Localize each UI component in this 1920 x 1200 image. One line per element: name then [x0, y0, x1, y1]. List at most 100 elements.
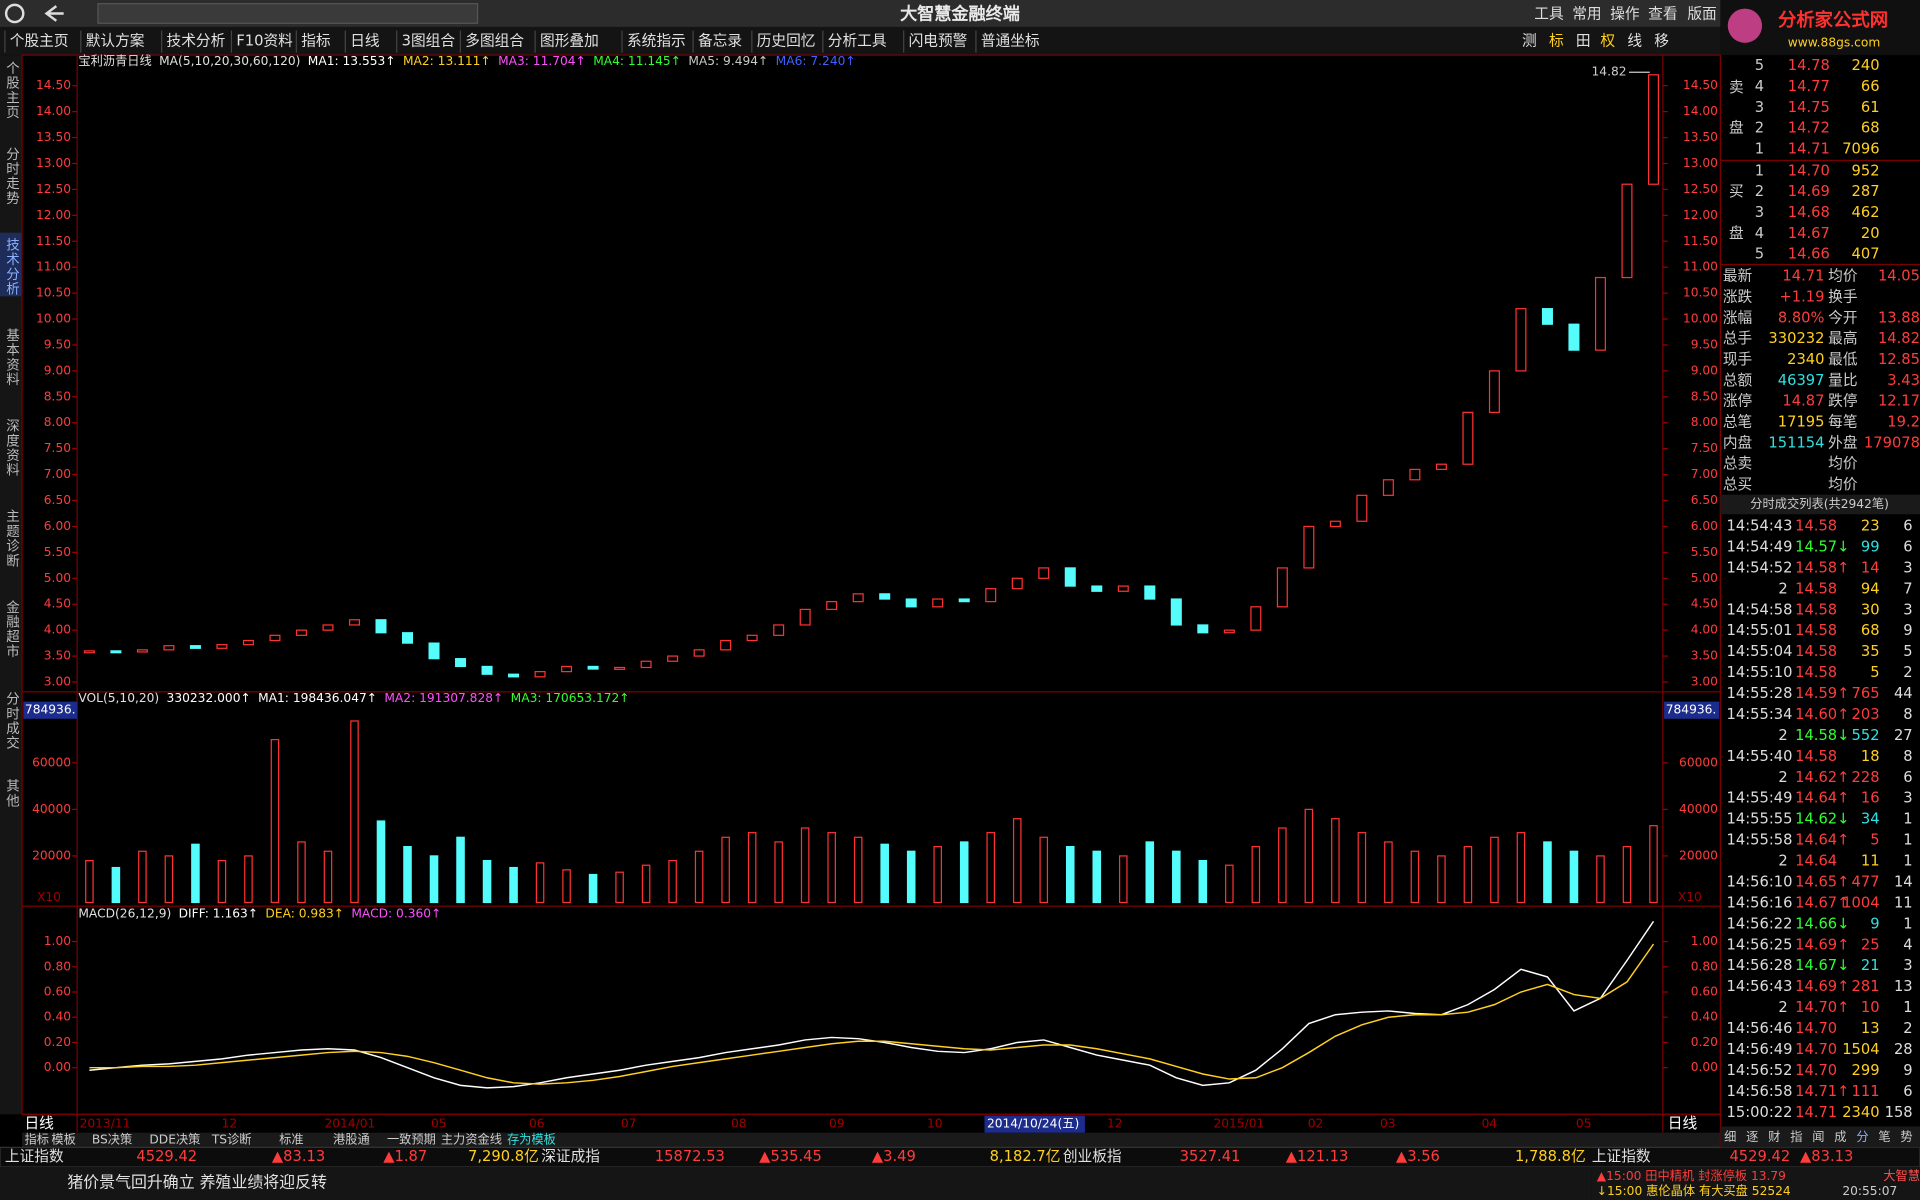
trade-price: 14.71↑ — [1795, 1083, 1849, 1100]
right-tab[interactable]: 成 — [1834, 1130, 1846, 1144]
toolbar-item[interactable]: 多图组合 — [465, 33, 524, 50]
date-label: 12 — [1107, 1117, 1123, 1131]
right-tab[interactable]: 指 — [1790, 1129, 1802, 1144]
search-box[interactable] — [97, 3, 479, 24]
candle — [1488, 370, 1500, 413]
toolbar-item[interactable]: 默认方案 — [86, 32, 145, 50]
side-tab[interactable]: 主题诊断 — [3, 509, 20, 568]
trade-volume: 111 — [1852, 1083, 1880, 1100]
menu-item[interactable]: 常用 — [1572, 6, 1601, 23]
toolbar-item[interactable]: 历史回忆 — [757, 33, 816, 50]
menu-item[interactable]: 版面 — [1687, 6, 1716, 23]
toolbar-icon[interactable]: 田 — [1576, 33, 1591, 50]
toolbar-icon[interactable]: 标 — [1549, 33, 1564, 50]
date-label: 2013/11 — [80, 1117, 131, 1131]
trade-volume: 552 — [1852, 727, 1880, 744]
toolbar-item[interactable]: 指标 — [301, 33, 331, 50]
bottom-tab[interactable]: DDE决策 — [149, 1132, 200, 1147]
y-tick-label: 9.00 — [1691, 363, 1718, 377]
trade-count: 1 — [1903, 915, 1912, 932]
trade-price: 14.64↑ — [1795, 790, 1849, 807]
date-label: 2015/01 — [1213, 1117, 1264, 1131]
quote-value: 151154 — [1768, 434, 1824, 451]
toolbar-item[interactable]: 3图组合 — [402, 33, 456, 50]
period-label[interactable]: 日线 — [24, 1115, 54, 1132]
menu-item[interactable]: 工具 — [1534, 6, 1564, 23]
toolbar-icon[interactable]: 移 — [1654, 33, 1669, 50]
right-tab[interactable]: 势 — [1900, 1130, 1912, 1144]
side-tab[interactable]: 技术分析 — [3, 237, 20, 296]
bottom-tab[interactable]: TS诊断 — [211, 1132, 252, 1147]
side-tab[interactable]: 其他 — [3, 779, 20, 809]
volume-bar — [456, 836, 465, 904]
bottom-tab[interactable]: 港股通 — [333, 1133, 370, 1147]
volume-bar — [1012, 818, 1022, 904]
toolbar-item[interactable]: 技术分析 — [167, 33, 226, 50]
side-tab[interactable]: 金融超市 — [3, 600, 20, 659]
side-tab[interactable]: 深度资料 — [3, 419, 20, 478]
bottom-tab[interactable]: 存为模板 — [507, 1133, 556, 1147]
toolbar-item[interactable]: 系统指示 — [627, 33, 686, 50]
toolbar-item[interactable]: 分析工具 — [828, 33, 887, 50]
trade-count: 1 — [1903, 999, 1912, 1016]
candle — [1197, 624, 1209, 634]
period-label[interactable]: 日线 — [1668, 1115, 1698, 1132]
volume-bar — [191, 843, 200, 904]
right-tab[interactable]: 逐 — [1746, 1130, 1758, 1144]
volume-bar — [747, 832, 757, 904]
bottom-tab[interactable]: BS决策 — [92, 1132, 132, 1147]
toolbar-item[interactable]: 图形叠加 — [540, 33, 599, 50]
volume-badge-box — [23, 701, 78, 719]
y-tick-label: 14.00 — [36, 104, 71, 118]
book-volume: 66 — [1861, 78, 1880, 95]
bottom-tab[interactable]: 主力资金线 — [441, 1132, 502, 1147]
toolbar-item[interactable]: F10资料 — [236, 33, 293, 50]
trade-volume: 16 — [1861, 790, 1880, 807]
toolbar-item[interactable]: 日线 — [350, 33, 380, 50]
toolbar-item[interactable]: 普通坐标 — [981, 33, 1040, 50]
book-price: 14.69 — [1788, 183, 1830, 200]
toolbar-item[interactable]: 备忘录 — [698, 33, 742, 50]
side-tab[interactable]: 分时走势 — [3, 147, 20, 206]
toolbar-item[interactable]: 闪电预警 — [909, 33, 968, 50]
y-tick-label: 13.50 — [36, 130, 71, 144]
menu-item[interactable]: 查看 — [1648, 6, 1677, 23]
toolbar-icon[interactable]: 权 — [1600, 33, 1615, 50]
candle — [110, 650, 122, 654]
book-level: 3 — [1755, 99, 1764, 116]
y-tick-label: 8.00 — [1691, 415, 1718, 429]
bottom-tab[interactable]: 模板 — [51, 1133, 75, 1147]
side-tab[interactable]: 分时成交 — [3, 692, 20, 751]
right-tab[interactable]: 财 — [1768, 1130, 1780, 1144]
header-item: MACD: 0.360↑ — [351, 906, 441, 920]
volume-badge: 784936. — [1666, 703, 1717, 717]
news-headline[interactable]: 猪价景气回升确立 养殖业绩将迎反转 — [67, 1172, 327, 1191]
side-tab[interactable]: 基本资料 — [3, 327, 20, 387]
right-tab[interactable]: 笔 — [1878, 1129, 1890, 1144]
back-button[interactable] — [44, 5, 64, 22]
toolbar-item[interactable]: 个股主页 — [10, 33, 69, 50]
right-tab[interactable]: 细 — [1724, 1130, 1736, 1144]
y-tick-label: 0.00 — [1691, 1060, 1718, 1074]
right-tab[interactable]: 闻 — [1812, 1130, 1824, 1144]
volume-multiplier: X10 — [37, 890, 61, 904]
y-tick-label: 11.00 — [36, 260, 71, 274]
bottom-tab[interactable]: 一致预期 — [387, 1133, 436, 1147]
candle — [1117, 585, 1129, 592]
bottom-tab[interactable]: 标准 — [279, 1133, 303, 1147]
candle — [455, 658, 467, 668]
bottom-tab[interactable]: 指标 — [24, 1132, 48, 1147]
trade-volume: 9 — [1870, 915, 1879, 932]
app-icon[interactable] — [4, 3, 25, 24]
book-price: 14.70 — [1788, 162, 1830, 179]
menu-item[interactable]: 操作 — [1610, 6, 1640, 23]
trade-count: 9 — [1903, 622, 1912, 639]
trades-title-bar — [1720, 494, 1920, 515]
side-tab[interactable]: 个股主页 — [3, 61, 20, 120]
toolbar-icon[interactable]: 测 — [1522, 33, 1537, 50]
quote-value: 19.2 — [1887, 413, 1920, 430]
toolbar-icon[interactable]: 线 — [1627, 33, 1642, 50]
y-tick-label: 9.50 — [44, 337, 71, 351]
trade-time: 2 — [1778, 853, 1787, 870]
right-tab[interactable]: 分 — [1856, 1130, 1868, 1144]
